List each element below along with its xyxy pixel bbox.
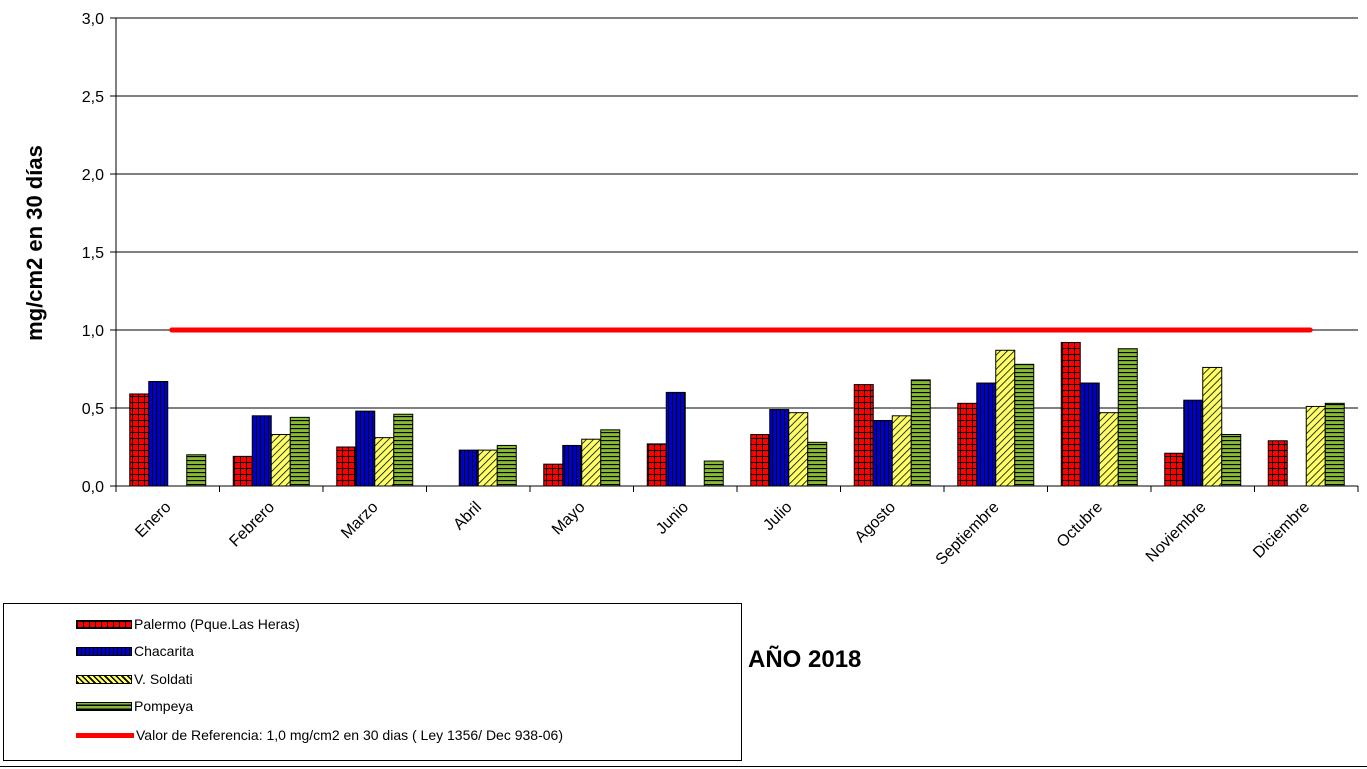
- y-tick-label: 0,5: [82, 401, 104, 418]
- x-tick-label: Noviembre: [1143, 499, 1210, 566]
- legend-label-reference: Valor de Referencia: 1,0 mg/cm2 en 30 di…: [136, 727, 563, 743]
- bar-0-5: [646, 443, 667, 487]
- legend-label-soldati: V. Soldati: [134, 671, 193, 687]
- bar-0-0: [129, 393, 150, 487]
- y-tick-label: 1,5: [82, 245, 104, 262]
- legend-label-palermo: Palermo (Pque.Las Heras): [134, 616, 300, 632]
- y-axis-label: mg/cm2 en 30 días: [22, 145, 47, 341]
- bar-2-2: [374, 437, 395, 487]
- bar-0-6: [750, 434, 771, 487]
- bar-1-4: [562, 444, 583, 487]
- x-tick-label: Junio: [653, 499, 692, 538]
- x-tick-label: Diciembre: [1250, 499, 1313, 562]
- bar-1-8: [976, 382, 997, 487]
- legend-item-pompeya: Pompeya: [76, 695, 193, 717]
- bar-2-10: [1202, 366, 1223, 487]
- bar-1-3: [458, 449, 479, 487]
- bar-0-1: [232, 455, 253, 487]
- legend-item-palermo: Palermo (Pque.Las Heras): [76, 613, 300, 635]
- legend-swatch-reference: [76, 732, 134, 738]
- bar-3-6: [807, 441, 828, 487]
- legend-item-reference: Valor de Referencia: 1,0 mg/cm2 en 30 di…: [76, 724, 563, 746]
- y-tick-label: 2,5: [82, 89, 104, 106]
- bar-3-4: [600, 429, 621, 487]
- legend-swatch-pompeya: [76, 701, 132, 711]
- y-tick-label: 3,0: [82, 11, 104, 28]
- legend: Palermo (Pque.Las Heras) Chacarita V. So…: [3, 603, 742, 761]
- bottom-rule: [0, 766, 1367, 767]
- bar-1-9: [1079, 382, 1100, 487]
- chart-title: AÑO 2018: [748, 646, 862, 673]
- bar-1-2: [355, 410, 376, 487]
- y-tick-label: 2,0: [82, 167, 104, 184]
- bar-0-9: [1060, 341, 1081, 487]
- bar-2-6: [788, 412, 809, 487]
- bar-1-10: [1183, 399, 1204, 487]
- x-tick-label: Marzo: [338, 499, 382, 543]
- bar-2-4: [581, 438, 602, 487]
- bar-3-10: [1221, 434, 1242, 487]
- legend-item-soldati: V. Soldati: [76, 668, 193, 690]
- bar-1-6: [769, 409, 790, 487]
- legend-label-chacarita: Chacarita: [134, 643, 194, 659]
- gridlines: [116, 17, 1358, 409]
- x-tick-label: Febrero: [226, 499, 278, 551]
- bar-3-8: [1014, 363, 1035, 487]
- bar-0-8: [957, 402, 978, 487]
- y-tick-label: 1,0: [82, 323, 104, 340]
- bar-1-0: [148, 380, 169, 487]
- bar-1-7: [872, 419, 893, 487]
- legend-swatch-palermo: [76, 619, 132, 629]
- x-tick-label: Julio: [760, 499, 795, 534]
- x-tick-label: Enero: [132, 499, 174, 541]
- chart: 0,0 0,5 1,0 1,5 2,0 2,5 3,0 Enero Febrero Marzo Ab…: [22, 11, 1359, 569]
- legend-swatch-chacarita: [76, 646, 132, 656]
- bar-2-9: [1098, 412, 1119, 487]
- y-tick-label: 0,0: [82, 479, 104, 496]
- bar-1-5: [665, 391, 686, 487]
- bar-2-8: [995, 349, 1016, 487]
- x-tick-label: Septiembre: [933, 499, 1003, 569]
- bar-2-7: [891, 415, 912, 487]
- bar-3-1: [289, 416, 310, 487]
- legend-label-pompeya: Pompeya: [134, 698, 194, 714]
- bar-0-2: [336, 446, 357, 487]
- bar-0-7: [853, 384, 874, 487]
- bar-0-11: [1267, 440, 1288, 487]
- bar-3-9: [1117, 348, 1138, 487]
- bar-1-1: [251, 415, 272, 487]
- bar-2-11: [1305, 405, 1326, 487]
- bar-3-3: [496, 444, 517, 487]
- bars: [129, 341, 1345, 487]
- bar-3-11: [1324, 402, 1345, 487]
- x-tick-label: Mayo: [549, 499, 589, 539]
- bar-0-4: [543, 463, 564, 487]
- bar-2-1: [270, 434, 291, 487]
- x-tick-label: Abril: [450, 499, 485, 534]
- legend-swatch-soldati: [76, 674, 132, 684]
- bar-3-7: [910, 379, 931, 487]
- bar-3-0: [186, 454, 207, 487]
- x-tick-label: Octubre: [1054, 499, 1106, 551]
- bar-3-2: [393, 413, 414, 487]
- bar-0-10: [1164, 452, 1185, 487]
- x-tick-label: Agosto: [852, 499, 899, 546]
- bar-3-5: [703, 460, 724, 487]
- bar-2-3: [477, 449, 498, 487]
- legend-item-chacarita: Chacarita: [76, 640, 194, 662]
